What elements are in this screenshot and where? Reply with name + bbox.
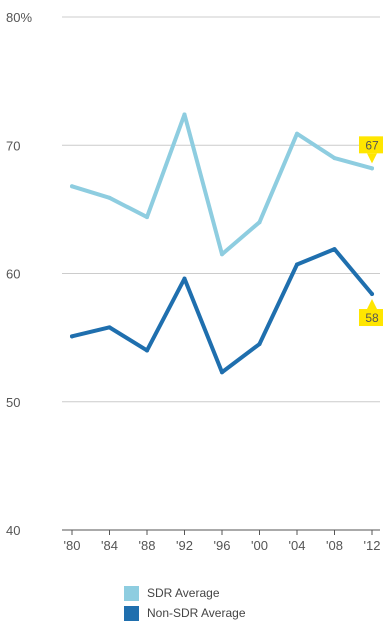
data-point	[107, 325, 112, 330]
legend-item-non-sdr: Non-SDR Average	[124, 603, 246, 623]
data-point	[370, 166, 374, 171]
x-tick-label: '88	[139, 538, 156, 553]
legend-swatch-non-sdr	[124, 605, 139, 621]
data-point	[145, 348, 149, 353]
callout-pointer	[367, 299, 377, 310]
data-point	[182, 112, 187, 117]
data-point	[107, 195, 112, 200]
y-tick-label: 60	[6, 267, 20, 282]
data-point	[332, 156, 337, 161]
data-point	[370, 292, 374, 297]
end-label-non-sdr: 58	[359, 299, 383, 327]
data-point	[220, 370, 224, 375]
x-tick-label: '96	[214, 538, 231, 553]
callout-box	[359, 309, 383, 327]
data-point	[182, 276, 187, 281]
x-tick-label: '00	[251, 538, 268, 553]
y-tick-label: 40	[6, 523, 20, 538]
legend-swatch-sdr	[124, 585, 139, 601]
y-tick-label: 50	[6, 395, 20, 410]
data-point	[257, 342, 262, 347]
callout-value: 67	[365, 138, 379, 152]
x-tick-label: '04	[289, 538, 306, 553]
x-tick-label: '92	[176, 538, 193, 553]
legend-label-sdr: SDR Average	[147, 586, 220, 600]
legend: SDR Average Non-SDR Average	[124, 583, 246, 623]
data-point	[70, 184, 74, 189]
y-tick-label: 80%	[6, 10, 32, 25]
legend-label-non-sdr: Non-SDR Average	[147, 606, 246, 620]
data-point	[220, 252, 224, 257]
data-point	[332, 247, 337, 252]
data-point	[295, 262, 299, 267]
series-line-non-sdr	[70, 247, 374, 375]
callout-box	[359, 136, 383, 154]
x-tick-label: '84	[101, 538, 118, 553]
data-point	[70, 334, 74, 339]
x-tick-label: '12	[364, 538, 381, 553]
x-tick-label: '80	[64, 538, 81, 553]
data-point	[295, 131, 299, 136]
callout-value: 58	[365, 311, 379, 325]
data-point	[145, 215, 149, 220]
x-tick-label: '08	[326, 538, 343, 553]
data-point	[257, 220, 262, 225]
series-line-sdr	[70, 112, 374, 257]
callout-pointer	[367, 153, 377, 164]
y-tick-label: 70	[6, 138, 20, 153]
legend-item-sdr: SDR Average	[124, 583, 246, 603]
end-label-sdr: 67	[359, 136, 383, 164]
